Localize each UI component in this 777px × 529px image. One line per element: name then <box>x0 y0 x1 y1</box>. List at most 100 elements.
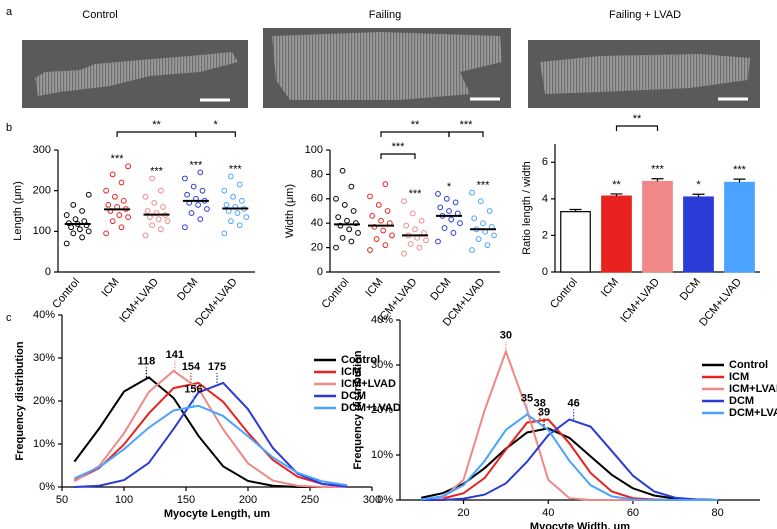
data-point <box>339 234 346 241</box>
data-point <box>373 236 380 242</box>
data-point <box>158 226 164 233</box>
data-point <box>221 187 228 194</box>
data-point <box>118 224 125 231</box>
error-bar <box>651 178 664 182</box>
data-point <box>109 171 116 178</box>
data-point <box>221 230 228 237</box>
bar <box>601 195 632 273</box>
data-point <box>333 195 339 202</box>
data-point <box>367 193 373 200</box>
bar <box>683 196 714 273</box>
series-line <box>73 376 348 488</box>
significance-label: * <box>213 119 218 131</box>
series-line <box>73 381 348 488</box>
data-point <box>243 214 250 221</box>
data-point <box>471 215 478 222</box>
data-point <box>409 210 416 217</box>
data-point <box>333 244 339 251</box>
data-point <box>188 210 195 216</box>
y-axis-title: Frequency distribution <box>14 341 26 460</box>
data-point <box>480 220 486 227</box>
data-point <box>116 212 123 218</box>
data-point <box>484 242 491 249</box>
data-point <box>475 236 482 242</box>
data-point <box>416 244 423 251</box>
data-point <box>437 204 444 211</box>
significance-label: ** <box>411 119 420 131</box>
data-point <box>103 230 109 237</box>
x-tick-label: 20 <box>457 507 469 519</box>
data-point <box>158 187 164 194</box>
x-tick-label: DCM <box>428 276 453 303</box>
data-point <box>228 173 234 180</box>
series-line <box>421 418 718 501</box>
cell <box>540 54 750 94</box>
data-point <box>142 193 149 200</box>
data-point <box>457 220 463 227</box>
series-line <box>74 381 348 488</box>
series-line <box>420 427 718 501</box>
data-point <box>195 202 202 208</box>
data-point <box>344 217 350 224</box>
x-axis-title: Myocyte Length, um <box>164 508 271 520</box>
data-point <box>448 216 455 223</box>
data-point <box>149 175 156 182</box>
legend-label: ICM+LVAD <box>729 383 777 395</box>
y-tick-label: 6 <box>542 156 548 168</box>
data-point <box>369 212 376 219</box>
y-tick-label: 20 <box>311 242 323 254</box>
x-tick-label: ICM+LVAD <box>117 276 161 325</box>
significance-bracket <box>380 131 450 137</box>
data-point <box>486 208 493 214</box>
x-tick-label: Control <box>548 276 580 311</box>
significance-stars: *** <box>189 159 203 171</box>
y-tick-label: 10% <box>33 438 55 450</box>
y-tick-label: 30% <box>371 359 393 371</box>
y-tick-label: 100 <box>33 225 51 237</box>
data-point <box>234 210 241 216</box>
data-point <box>81 218 88 225</box>
data-point <box>197 169 204 176</box>
x-tick-label: 40 <box>542 507 554 519</box>
data-point <box>407 241 414 247</box>
panel-label: a <box>6 6 13 18</box>
data-point <box>112 193 118 200</box>
panel-label: b <box>6 122 12 134</box>
significance-stars: *** <box>733 164 747 176</box>
data-point <box>384 208 391 214</box>
data-point <box>401 250 407 257</box>
data-point <box>204 206 210 212</box>
micrographs <box>22 28 760 108</box>
data-point <box>199 187 206 194</box>
x-axis-title: Myocyte Width, um <box>530 521 630 529</box>
significance-stars: *** <box>150 165 164 177</box>
series-line <box>421 413 718 501</box>
significance-stars: *** <box>409 188 423 200</box>
legend-label: DCM <box>341 390 366 402</box>
significance-bracket <box>116 131 197 137</box>
significance-bracket <box>615 125 659 131</box>
data-point <box>446 208 452 214</box>
data-point <box>337 222 344 229</box>
image-title: Failing + LVAD <box>609 9 681 21</box>
x-tick-label: 50 <box>56 494 68 506</box>
error-bar <box>610 193 623 197</box>
peak-label: 175 <box>208 361 226 373</box>
data-point <box>412 226 418 233</box>
data-point <box>435 191 441 197</box>
y-axis-title: Width (μm) <box>284 184 296 238</box>
y-tick-label: 0 <box>45 266 51 278</box>
data-point <box>142 232 149 239</box>
error-bar <box>569 208 582 212</box>
data-point <box>239 197 245 204</box>
x-tick-label: ICM <box>599 276 621 299</box>
data-point <box>85 228 92 235</box>
data-point <box>443 195 450 202</box>
data-point <box>441 225 448 231</box>
y-tick-label: 80 <box>311 168 323 180</box>
legend-label: Control <box>341 354 380 366</box>
x-tick-label: Control <box>50 276 82 311</box>
data-point <box>164 218 171 225</box>
data-point <box>109 218 116 225</box>
y-axis-title: Ratio length / width <box>521 161 533 255</box>
